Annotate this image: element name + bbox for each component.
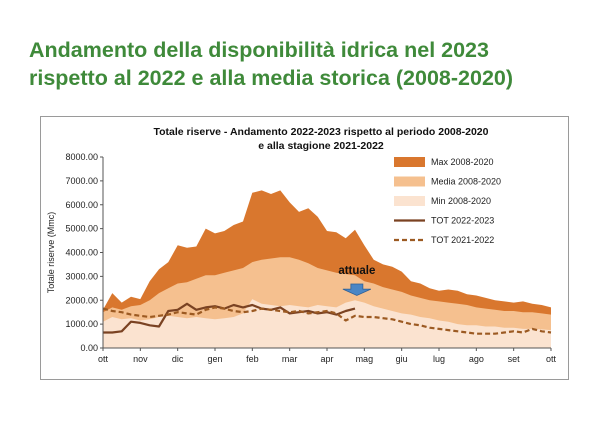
chart-frame: Totale riserve - Andamento 2022-2023 ris… [40,116,569,380]
y-tick-label: 3000.00 [65,271,98,281]
legend-label-tot-2022-2023: TOT 2022-2023 [431,216,494,226]
y-axis-label: Totale riserve (Mmc) [46,212,56,294]
x-tick-label: nov [133,354,148,364]
chart-title-line-2: e alla stagione 2021-2022 [258,140,384,152]
legend-swatch-max-2008-2020 [394,157,425,167]
slide-title: Andamento della disponibilità idrica nel… [29,36,585,92]
annotation-arrow-icon [342,283,372,296]
x-tick-label: giu [396,354,408,364]
legend-swatch-media-2008-2020 [394,176,425,187]
slide-title-line-1: Andamento della disponibilità idrica nel… [29,38,489,62]
area-min-2008-2020 [103,299,551,348]
reserve-chart: Totale riserve - Andamento 2022-2023 ris… [46,126,557,364]
x-tick-label: set [508,354,521,364]
y-tick-label: 6000.00 [65,200,98,210]
x-tick-label: mar [282,354,298,364]
y-tick-label: 0.00 [80,343,98,353]
chart-title-line-1: Totale riserve - Andamento 2022-2023 ris… [154,126,489,138]
x-tick-label: apr [320,354,333,364]
x-tick-label: ott [98,354,109,364]
line-tot-2021-2022 [102,306,552,335]
y-tick-label: 2000.00 [65,295,98,305]
line-tot-2022-2023 [103,302,356,334]
x-tick-label: dic [172,354,184,364]
x-tick-label: ott [546,354,557,364]
legend-swatch-min-2008-2020 [394,196,425,206]
y-tick-label: 7000.00 [65,176,98,186]
slide-title-line-2: rispetto al 2022 e alla media storica (2… [29,66,514,90]
x-tick-label: lug [433,354,445,364]
legend-label-max-2008-2020: Max 2008-2020 [431,157,494,167]
y-tick-label: 4000.00 [65,248,98,258]
y-tick-label: 8000.00 [65,152,98,162]
legend-label-media-2008-2020: Media 2008-2020 [431,177,501,187]
y-tick-label: 1000.00 [65,319,98,329]
x-tick-label: ago [469,354,484,364]
x-tick-label: feb [246,354,259,364]
legend-label-min-2008-2020: Min 2008-2020 [431,196,491,206]
x-tick-label: gen [207,354,222,364]
annotation-attuale-label: attuale [338,265,375,277]
x-tick-label: mag [356,354,374,364]
legend-label-tot-2021-2022: TOT 2021-2022 [431,235,494,245]
y-tick-label: 5000.00 [65,224,98,234]
